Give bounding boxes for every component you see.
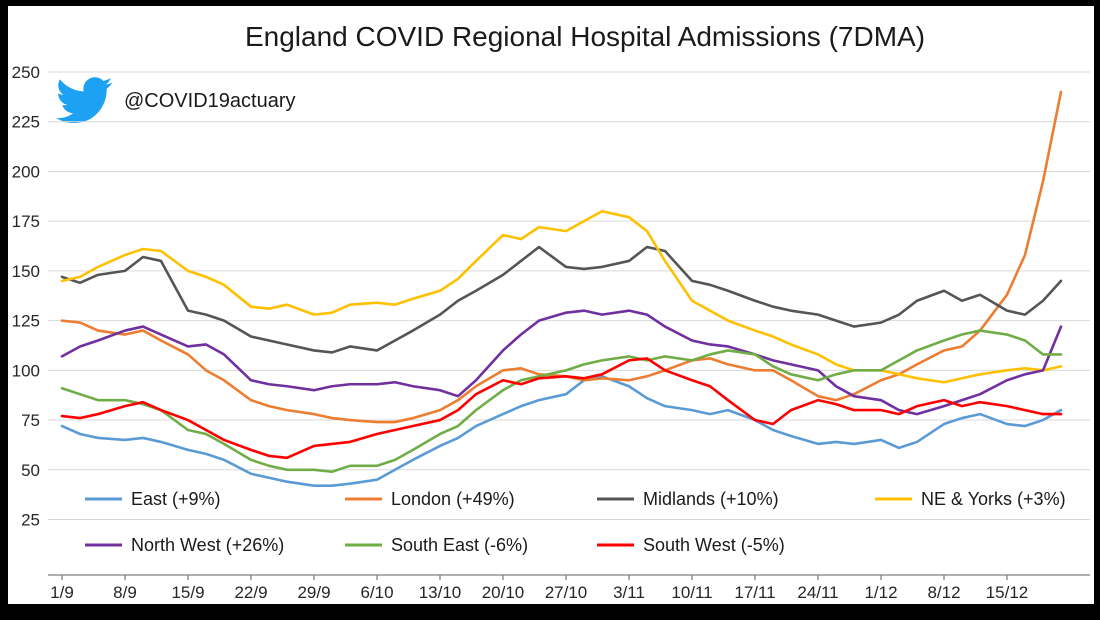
x-tick-label: 20/10 — [482, 583, 525, 602]
y-tick-label: 225 — [12, 113, 40, 132]
legend-item-ne-yorks: NE & Yorks (+3%) — [875, 489, 1066, 509]
x-tick-label: 27/10 — [545, 583, 588, 602]
y-tick-label: 50 — [21, 461, 40, 480]
y-tick-label: 250 — [12, 63, 40, 82]
x-tick-label: 13/10 — [419, 583, 462, 602]
series-line-south-west — [60, 357, 1063, 460]
chart-title: England COVID Regional Hospital Admissio… — [245, 21, 925, 52]
legend-label: South West (-5%) — [643, 535, 785, 555]
y-tick-label: 125 — [12, 312, 40, 331]
series-line-ne-yorks — [60, 209, 1063, 384]
y-tick-label: 75 — [21, 411, 40, 430]
series-line-midlands — [60, 245, 1063, 354]
y-tick-label: 150 — [12, 262, 40, 281]
x-tick-label: 15/9 — [171, 583, 204, 602]
series-line-east — [60, 374, 1063, 487]
legend-label: North West (+26%) — [131, 535, 284, 555]
x-tick-label: 24/11 — [797, 583, 838, 602]
legend-item-east: East (+9%) — [85, 489, 221, 509]
x-tick-label: 6/10 — [360, 583, 393, 602]
y-tick-label: 200 — [12, 162, 40, 181]
legend-label: NE & Yorks (+3%) — [921, 489, 1066, 509]
twitter-handle: @COVID19actuary — [124, 90, 295, 112]
legend: East (+9%) London (+49%) Midlands (+10%) NE… — [85, 489, 1066, 555]
x-tick-label: 1/9 — [50, 583, 74, 602]
legend-item-south-east: South East (-6%) — [345, 535, 528, 555]
series-line-north-west — [60, 309, 1063, 416]
legend-item-london: London (+49%) — [345, 489, 515, 509]
y-tick-label: 100 — [12, 361, 40, 380]
y-tick-label: 175 — [12, 212, 40, 231]
gridlines: 25 50 75 100 125 150 175 200 225 250 — [12, 63, 1090, 530]
series-lines — [60, 90, 1063, 487]
x-tick-label: 15/12 — [986, 583, 1029, 602]
x-tick-label: 22/9 — [234, 583, 267, 602]
x-tick-label: 17/11 — [734, 583, 775, 602]
legend-item-north-west: North West (+26%) — [85, 535, 284, 555]
x-tick-label: 10/11 — [671, 583, 712, 602]
legend-label: London (+49%) — [391, 489, 515, 509]
twitter-bird-icon — [55, 77, 113, 124]
legend-item-south-west: South West (-5%) — [597, 535, 785, 555]
x-tick-label: 8/12 — [927, 583, 960, 602]
series-line-south-east — [60, 329, 1063, 474]
y-tick-label: 25 — [21, 511, 40, 530]
x-tick-label: 1/12 — [864, 583, 897, 602]
legend-label: Midlands (+10%) — [643, 489, 779, 509]
legend-item-midlands: Midlands (+10%) — [597, 489, 779, 509]
legend-label: South East (-6%) — [391, 535, 528, 555]
x-tick-label: 3/11 — [613, 583, 645, 602]
x-tick-label: 29/9 — [297, 583, 330, 602]
x-tick-label: 8/9 — [113, 583, 137, 602]
x-axis: 1/9 8/9 15/9 22/9 29/9 6/10 13/10 20/10 27/10 3/1… — [48, 574, 1090, 602]
legend-label: East (+9%) — [131, 489, 221, 509]
